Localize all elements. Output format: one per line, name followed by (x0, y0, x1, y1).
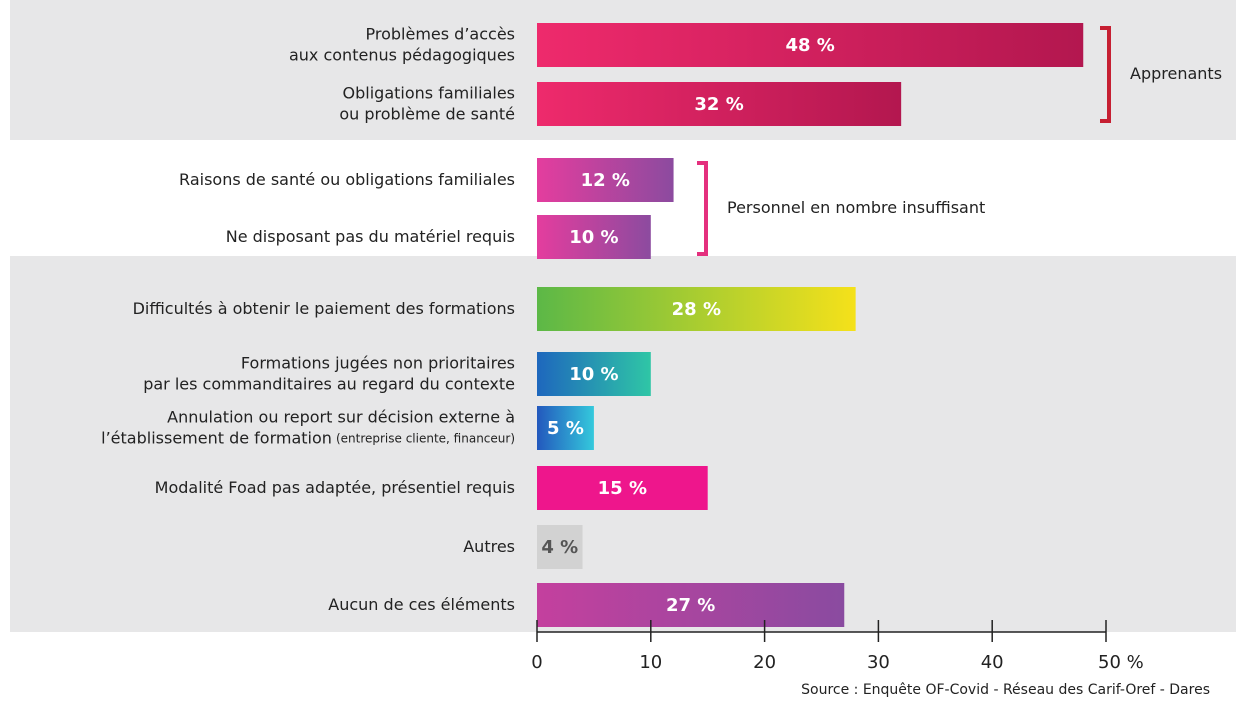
x-tick-label: 20 (753, 652, 776, 673)
category-label: Raisons de santé ou obligations familial… (179, 170, 515, 189)
category-label: Autres (463, 537, 515, 556)
value-label: 12 % (581, 170, 630, 191)
bracket (697, 161, 708, 256)
category-label: Annulation ou report sur décision extern… (167, 407, 515, 426)
category-label: Problèmes d’accès (366, 24, 516, 43)
category-line: ou problème de santé (339, 104, 515, 123)
category-note: (entreprise cliente, financeur) (336, 431, 515, 445)
category-label: l’établissement de formation (entreprise … (101, 428, 515, 447)
bar (537, 466, 708, 510)
category-line: Autres (463, 537, 515, 556)
value-label: 5 % (547, 418, 584, 439)
category-line: Aucun de ces éléments (328, 595, 515, 614)
category-label: aux contenus pédagogiques (289, 45, 515, 64)
bar (537, 287, 856, 331)
bar (537, 23, 1084, 67)
category-label: Ne disposant pas du matériel requis (226, 227, 515, 246)
bar (537, 82, 902, 126)
category-line: Raisons de santé ou obligations familial… (179, 170, 515, 189)
value-label: 10 % (569, 364, 618, 385)
bar (537, 525, 583, 569)
category-line: Difficultés à obtenir le paiement des fo… (133, 299, 515, 318)
bar (537, 583, 845, 627)
category-line: aux contenus pédagogiques (289, 45, 515, 64)
category-label: Difficultés à obtenir le paiement des fo… (133, 299, 515, 318)
group-label: Personnel en nombre insuffisant (727, 198, 985, 217)
source: Source : Enquête OF-Covid - Réseau des C… (801, 682, 1210, 698)
category-label: Formations jugées non prioritaires (241, 353, 515, 372)
value-label: 4 % (541, 537, 578, 558)
value-label: 10 % (569, 227, 618, 248)
value-label: 27 % (666, 595, 715, 616)
bar (537, 158, 674, 202)
category-line: Ne disposant pas du matériel requis (226, 227, 515, 246)
bar (537, 215, 651, 259)
category-line: par les commanditaires au regard du cont… (143, 374, 515, 393)
value-label: 28 % (672, 299, 721, 320)
x-tick-label: 0 (531, 652, 542, 673)
category-line: Annulation ou report sur décision extern… (167, 407, 515, 426)
x-tick-label: 50 % (1098, 652, 1144, 673)
category-line: l’établissement de formation (101, 428, 332, 447)
bar (537, 406, 594, 450)
x-tick-label: 10 (639, 652, 662, 673)
category-label: Aucun de ces éléments (328, 595, 515, 614)
value-label: 32 % (694, 94, 743, 115)
x-tick-label: 30 (867, 652, 890, 673)
value-label: 48 % (785, 35, 834, 56)
category-label: Modalité Foad pas adaptée, présentiel re… (155, 478, 515, 497)
group-label: Apprenants (1130, 64, 1222, 83)
value-label: 15 % (598, 478, 647, 499)
category-label: Obligations familiales (343, 83, 515, 102)
category-label: par les commanditaires au regard du cont… (143, 374, 515, 393)
x-tick-label: 40 (981, 652, 1004, 673)
category-line: Modalité Foad pas adaptée, présentiel re… (155, 478, 515, 497)
category-line: Obligations familiales (343, 83, 515, 102)
bar (537, 352, 651, 396)
category-line: Problèmes d’accès (366, 24, 516, 43)
category-label: ou problème de santé (339, 104, 515, 123)
category-line: Formations jugées non prioritaires (241, 353, 515, 372)
bracket (1100, 26, 1111, 123)
